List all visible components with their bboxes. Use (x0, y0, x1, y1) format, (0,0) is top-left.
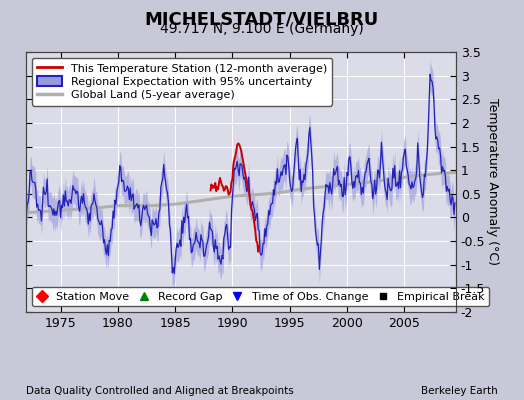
Text: Data Quality Controlled and Aligned at Breakpoints: Data Quality Controlled and Aligned at B… (26, 386, 294, 396)
Text: MICHELSTADT/VIELBRU: MICHELSTADT/VIELBRU (145, 10, 379, 28)
Text: 49.717 N, 9.100 E (Germany): 49.717 N, 9.100 E (Germany) (160, 22, 364, 36)
Text: Berkeley Earth: Berkeley Earth (421, 386, 498, 396)
Y-axis label: Temperature Anomaly (°C): Temperature Anomaly (°C) (486, 98, 499, 266)
Legend: Station Move, Record Gap, Time of Obs. Change, Empirical Break: Station Move, Record Gap, Time of Obs. C… (32, 287, 489, 306)
